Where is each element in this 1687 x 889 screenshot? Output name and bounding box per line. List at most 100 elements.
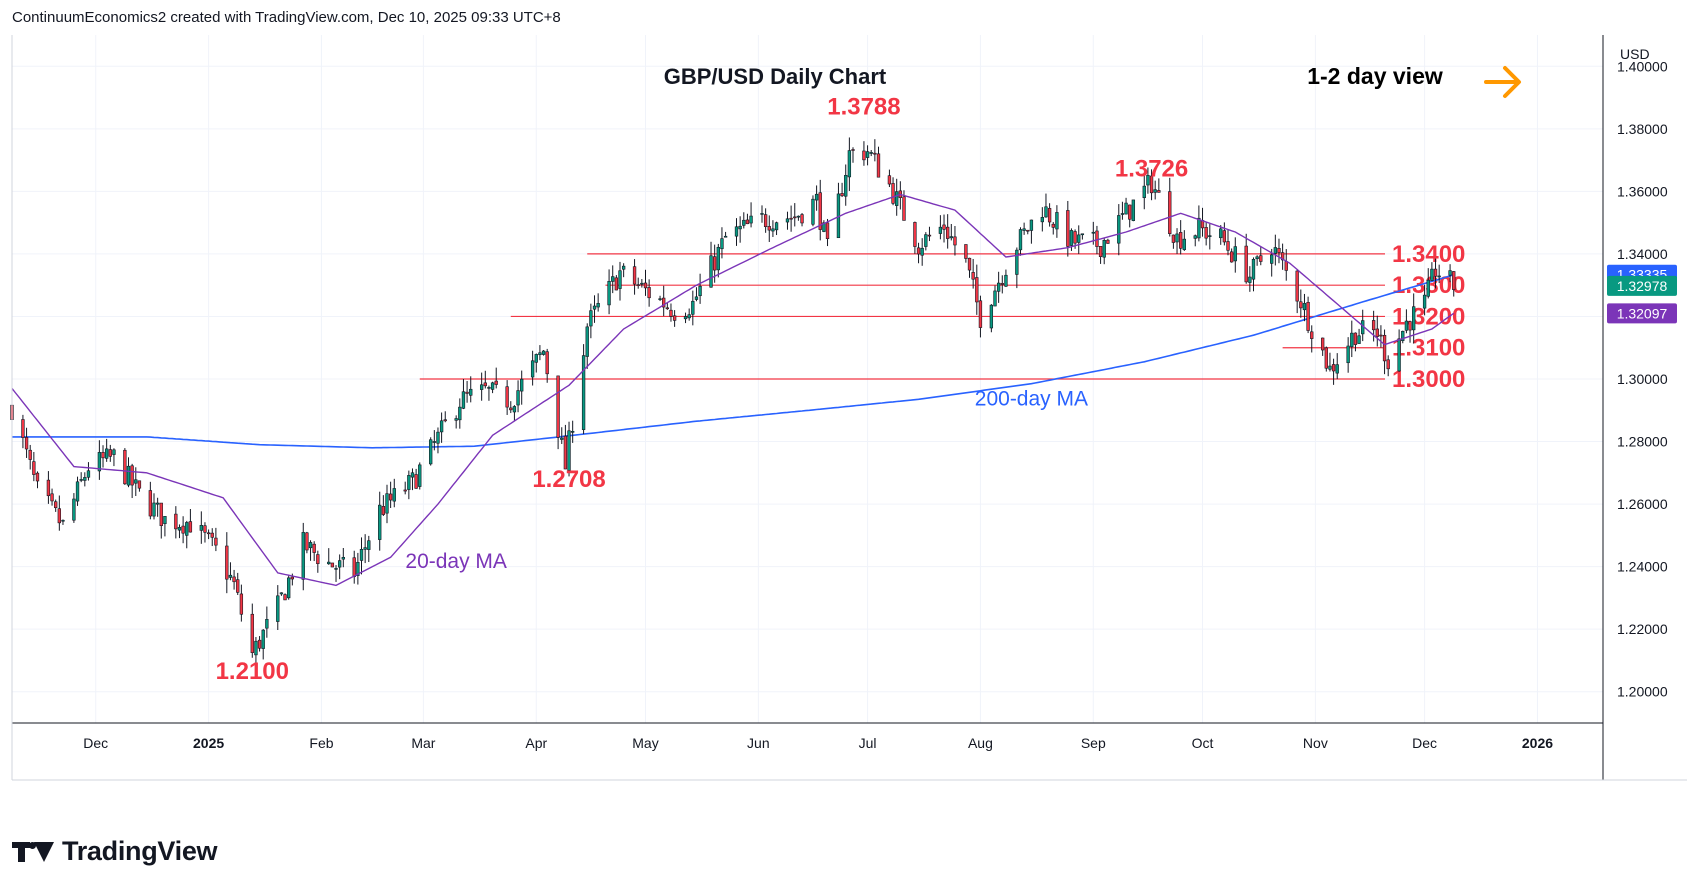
- candle-body: [1408, 321, 1412, 331]
- candle-body: [1106, 239, 1110, 244]
- candle-body: [1073, 231, 1077, 244]
- candle-body: [1117, 215, 1121, 244]
- candle-body: [104, 448, 109, 459]
- price-tag-label: 1.32097: [1617, 305, 1668, 321]
- x-tick-label: Dec: [83, 735, 108, 751]
- candle-body: [738, 225, 742, 230]
- candle-body: [589, 310, 593, 327]
- candle-body: [1026, 229, 1030, 232]
- candle-body: [902, 196, 906, 221]
- candle-body: [1091, 231, 1095, 234]
- candle-body: [636, 284, 640, 286]
- candle-body: [392, 488, 396, 502]
- candle-body: [643, 282, 648, 289]
- candle-body: [1197, 217, 1201, 239]
- candle-body: [571, 431, 575, 433]
- candle-body: [709, 255, 713, 288]
- candle-body: [811, 198, 815, 225]
- y-tick-label: 1.24000: [1617, 559, 1668, 575]
- candle-body: [261, 629, 265, 649]
- candle-body: [155, 502, 160, 505]
- candle-body: [356, 561, 360, 576]
- y-tick-label: 1.36000: [1617, 183, 1668, 199]
- candle-body: [418, 464, 422, 487]
- candle-body: [308, 542, 313, 549]
- candle-body: [454, 418, 458, 421]
- candle-body: [1306, 302, 1310, 331]
- candle-body: [403, 489, 407, 492]
- candle-body: [818, 192, 822, 230]
- candle-body: [316, 554, 320, 565]
- candle-body: [414, 474, 418, 489]
- candle-body: [250, 613, 254, 653]
- currency-label: USD: [1620, 46, 1650, 62]
- candle-body: [1018, 229, 1023, 251]
- price-tag: [1607, 275, 1677, 296]
- candle-body: [97, 452, 102, 472]
- candle-body: [964, 244, 968, 259]
- candle-body: [505, 386, 509, 408]
- candle-body: [367, 540, 371, 550]
- level-label: 1.3200: [1392, 303, 1465, 330]
- candle-body: [1324, 347, 1328, 369]
- candle-body: [767, 226, 771, 231]
- candle-body: [301, 532, 305, 580]
- candle-body: [1222, 230, 1227, 243]
- candle-body: [1422, 294, 1427, 309]
- candle-body: [1401, 330, 1405, 341]
- candle-body: [265, 619, 269, 629]
- y-tick-label: 1.28000: [1617, 434, 1668, 450]
- y-tick-label: 1.26000: [1617, 496, 1668, 512]
- candle-body: [330, 562, 335, 568]
- candle-body: [632, 266, 637, 285]
- tradingview-logo[interactable]: TradingView: [12, 836, 218, 867]
- candle-body: [647, 287, 651, 299]
- candle-body: [698, 285, 702, 297]
- candle-body: [745, 219, 750, 225]
- candle-body: [381, 506, 386, 515]
- candle-body: [538, 352, 542, 356]
- candle-body: [199, 525, 203, 531]
- candle-body: [359, 548, 364, 561]
- price-tag-label: 1.32978: [1617, 278, 1668, 294]
- candle-body: [618, 270, 622, 289]
- candle-body: [1047, 208, 1052, 223]
- candle-body: [611, 276, 615, 282]
- candle-body: [723, 235, 728, 238]
- candle-body: [942, 224, 946, 230]
- candle-body: [46, 479, 51, 497]
- candle-body: [1077, 234, 1081, 243]
- candle-body: [734, 226, 739, 237]
- candle-body: [1149, 175, 1154, 194]
- x-tick-label: Feb: [309, 735, 333, 751]
- candle-body: [385, 493, 389, 514]
- candle-body: [436, 431, 440, 444]
- candle-body: [487, 387, 491, 389]
- candle-body: [1066, 210, 1070, 247]
- candle-body: [1448, 270, 1452, 276]
- candle-body: [1157, 190, 1161, 193]
- candle-body: [1430, 268, 1434, 281]
- candle-body: [1124, 202, 1128, 215]
- candle-body: [796, 215, 801, 218]
- candle-body: [1171, 234, 1176, 243]
- candle-body: [152, 502, 156, 517]
- candle-body: [1248, 276, 1252, 283]
- candle-body: [181, 525, 185, 534]
- candle-body: [742, 219, 746, 226]
- candle-body: [938, 226, 943, 234]
- candle-body: [206, 532, 211, 535]
- candle-body: [847, 150, 852, 178]
- candle-body: [800, 214, 804, 224]
- candle-body: [1273, 247, 1277, 254]
- candle-body: [581, 355, 586, 430]
- candle-body: [341, 557, 345, 560]
- candle-body: [407, 475, 411, 490]
- annotations-layer: 1.3788 1.3726 1.2708 1.2100 20-day MA 200-day…: [216, 63, 1521, 685]
- candle-body: [21, 419, 25, 438]
- candle-body: [1310, 331, 1314, 339]
- candle-body: [1055, 212, 1059, 230]
- candle-body: [239, 593, 244, 615]
- candle-body: [996, 282, 1001, 292]
- candle-body: [210, 532, 214, 538]
